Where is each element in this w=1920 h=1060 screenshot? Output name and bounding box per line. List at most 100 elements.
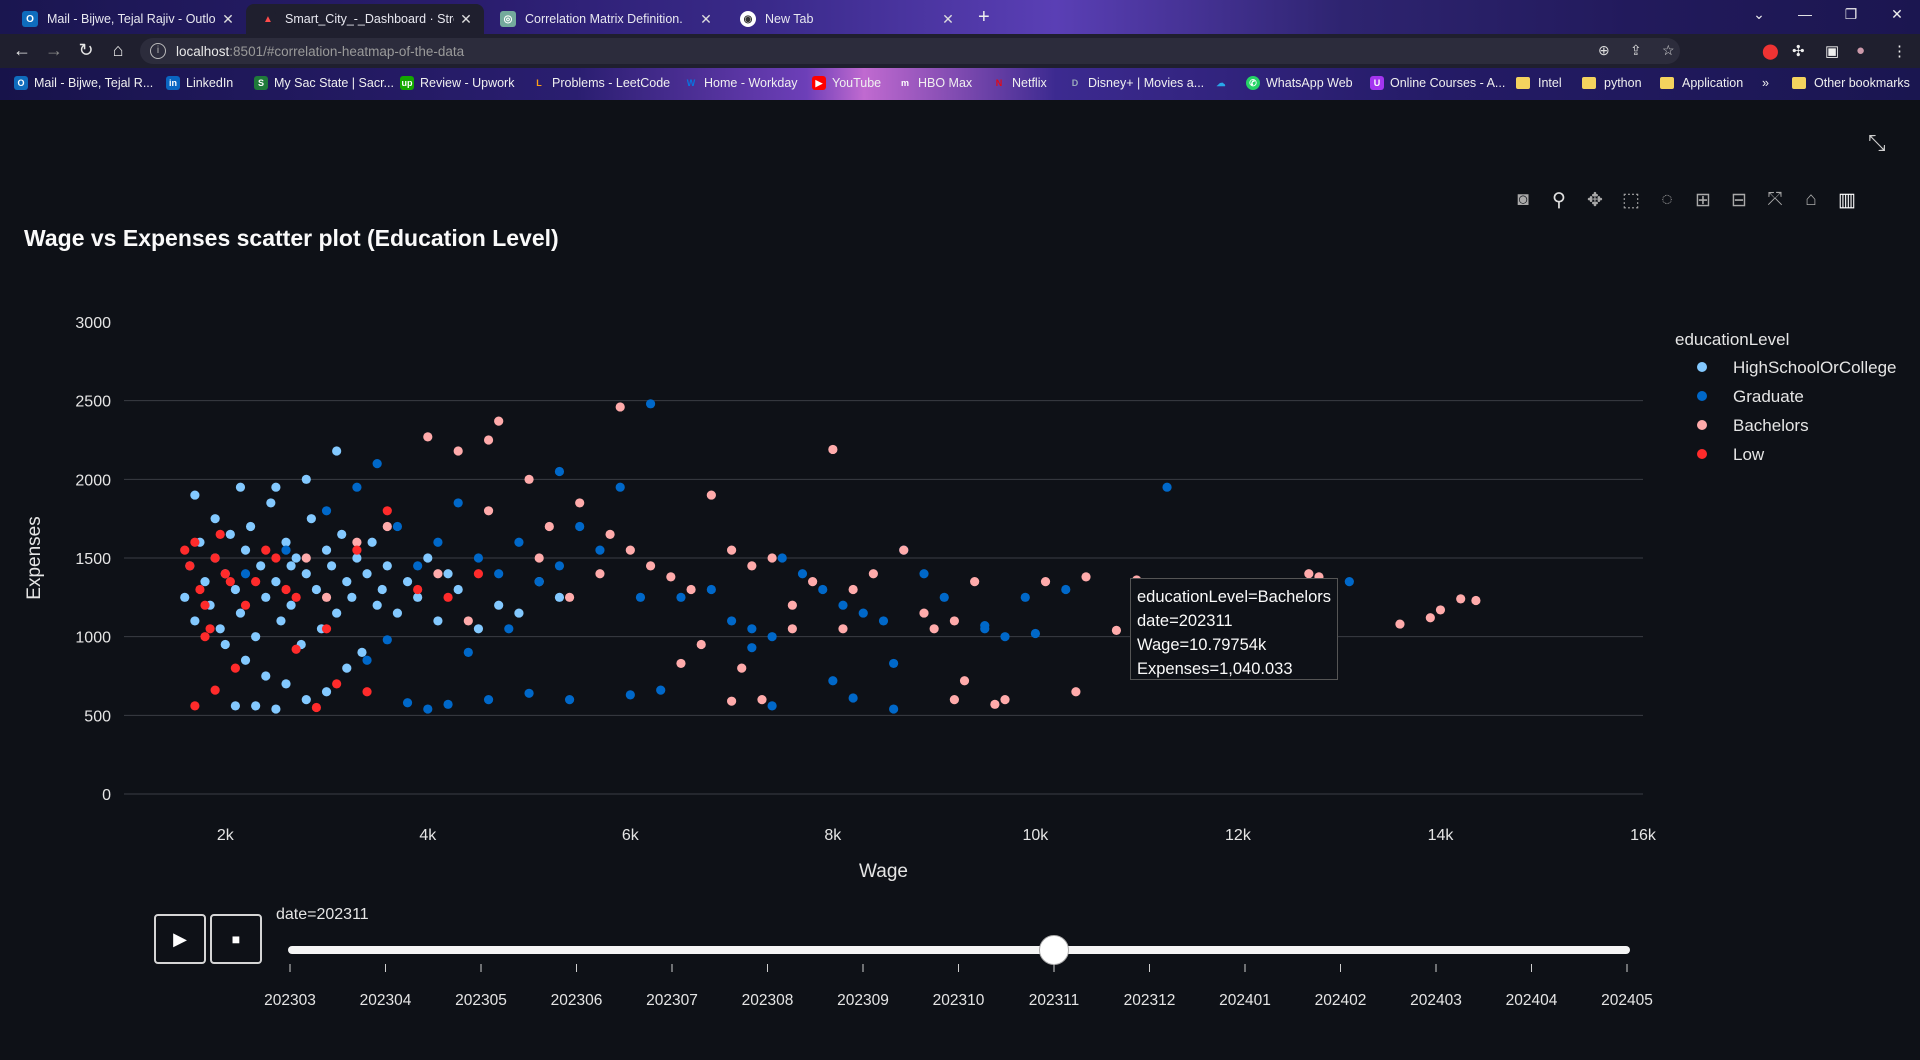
scatter-point	[271, 482, 281, 492]
bookmark-sac-state[interactable]: S My Sac State | Sacr...	[254, 76, 394, 90]
close-icon[interactable]: ✕	[222, 10, 234, 27]
bookmark-folder-application[interactable]: Application	[1660, 76, 1743, 90]
scatter-point	[1000, 632, 1010, 642]
bookmark-workday[interactable]: W Home - Workday	[684, 76, 798, 90]
bookmark-onedrive[interactable]: ☁	[1214, 76, 1234, 90]
url-text[interactable]: localhost:8501/#correlation-heatmap-of-t…	[176, 44, 464, 59]
slider-step-label[interactable]: 202403	[1410, 992, 1462, 1009]
minimize-button[interactable]: —	[1798, 6, 1812, 22]
legend-marker	[1697, 420, 1707, 430]
slider-step-label[interactable]: 202309	[837, 992, 889, 1009]
scatter-point	[615, 482, 625, 492]
scatter-point	[433, 569, 443, 579]
scatter-point	[352, 553, 362, 563]
slider-rail[interactable]	[288, 946, 1630, 954]
autoscale-icon[interactable]: ⤧	[1767, 189, 1783, 210]
play-button[interactable]: ▶	[154, 914, 206, 964]
side-panel-icon[interactable]: ▣	[1825, 43, 1840, 60]
bookmark-folder-intel[interactable]: Intel	[1516, 76, 1562, 90]
slider-step-label[interactable]: 202404	[1506, 992, 1558, 1009]
slider-step-label[interactable]: 202405	[1601, 992, 1653, 1009]
plotly-logo-icon[interactable]: ▥	[1838, 189, 1856, 211]
close-icon[interactable]: ✕	[700, 10, 712, 27]
scatter-point	[382, 506, 392, 516]
zoom-out-icon[interactable]: ⊟	[1731, 189, 1747, 211]
slider-step-label[interactable]: 202402	[1315, 992, 1367, 1009]
workday-icon: W	[686, 78, 696, 88]
tab-new-tab[interactable]: ◉ New Tab ✕	[726, 4, 966, 34]
site-info-icon[interactable]: i	[150, 43, 166, 59]
forward-icon[interactable]: →	[45, 40, 63, 60]
slider-step-label[interactable]: 202307	[646, 992, 698, 1009]
back-icon[interactable]: ←	[13, 40, 31, 60]
slider-step-label[interactable]: 202306	[551, 992, 603, 1009]
scatter-point	[337, 529, 347, 539]
slider-step-label[interactable]: 202303	[264, 992, 316, 1009]
scatter-point	[838, 600, 848, 610]
scatter-point	[1030, 628, 1040, 639]
more-bookmarks-button[interactable]: »	[1762, 76, 1769, 90]
scatter-point	[706, 584, 716, 595]
bookmark-star-icon[interactable]: ☆	[1662, 42, 1675, 58]
bookmark-hbo-max[interactable]: m HBO Max	[898, 76, 972, 90]
box-select-icon[interactable]: ⬚	[1622, 189, 1640, 211]
lasso-select-icon[interactable]: ◌	[1661, 189, 1673, 210]
bookmark-netflix[interactable]: N Netflix	[992, 76, 1047, 90]
bookmark-youtube[interactable]: ▶ YouTube	[812, 76, 881, 90]
zoom-icon[interactable]: ⚲	[1552, 189, 1566, 211]
tab-chatgpt[interactable]: ◎ Correlation Matrix Definition. ✕	[486, 4, 724, 34]
chatgpt-icon: ◎	[500, 11, 516, 27]
scatter-point	[261, 671, 271, 681]
leetcode-icon: L	[536, 78, 542, 88]
extension-shield-icon[interactable]: ⬤	[1762, 43, 1779, 60]
scatter-point	[220, 639, 230, 650]
tab-outlook[interactable]: O Mail - Bijwe, Tejal Rajiv - Outlook ✕	[8, 4, 246, 34]
scatter-point	[575, 521, 585, 532]
address-bar[interactable]: i localhost:8501/#correlation-heatmap-of…	[140, 38, 1680, 64]
bookmark-upwork[interactable]: up Review - Upwork	[400, 76, 514, 90]
restore-button[interactable]: ❐	[1844, 6, 1858, 22]
scatter-chart[interactable]: 0 500 1000 1500 2000 2500 3000 2k 4k 6k 8k 10k 12k 14…	[0, 100, 1920, 1040]
zoom-in-icon[interactable]: ⊞	[1695, 189, 1711, 211]
tab-search-icon[interactable]: ⌄	[1753, 6, 1765, 22]
bookmark-linkedin[interactable]: in LinkedIn	[166, 76, 233, 90]
close-icon[interactable]: ✕	[942, 10, 954, 27]
bookmark-folder-other[interactable]: Other bookmarks	[1792, 76, 1910, 90]
reset-axes-icon[interactable]: ⌂	[1805, 189, 1817, 210]
slider-step-label[interactable]: 202311	[1029, 992, 1080, 1009]
bookmark-courses[interactable]: U Online Courses - A...	[1370, 76, 1505, 90]
scatter-point	[635, 592, 646, 602]
slider-step-label[interactable]: 202310	[933, 992, 985, 1009]
close-icon[interactable]: ✕	[460, 10, 472, 27]
scatter-point	[1425, 613, 1435, 623]
menu-icon[interactable]: ⋮	[1892, 43, 1907, 60]
close-window-button[interactable]: ✕	[1891, 6, 1903, 22]
home-icon[interactable]: ⌂	[112, 40, 124, 60]
tab-streamlit[interactable]: ▲ Smart_City_-_Dashboard · Stream ✕	[246, 4, 484, 34]
slider-step-label[interactable]: 202312	[1124, 992, 1176, 1009]
exit-fullscreen-icon[interactable]: ⤡	[1868, 130, 1886, 155]
scatter-point	[463, 616, 473, 626]
pan-icon[interactable]: ✥	[1587, 189, 1603, 211]
extensions-puzzle-icon[interactable]: ✣	[1792, 43, 1805, 60]
profile-avatar[interactable]: ●	[1856, 42, 1866, 59]
new-tab-button[interactable]: +	[978, 6, 990, 28]
zoom-icon[interactable]: ⊕	[1598, 42, 1610, 58]
bookmark-leetcode[interactable]: L Problems - LeetCode	[532, 76, 670, 90]
bookmark-outlook[interactable]: O Mail - Bijwe, Tejal R...	[14, 76, 153, 90]
slider-step-label[interactable]: 202304	[360, 992, 412, 1009]
scatter-point	[473, 553, 484, 563]
slider-step-label[interactable]: 202401	[1219, 992, 1271, 1009]
scatter-point	[210, 553, 220, 563]
slider-step-label[interactable]: 202308	[742, 992, 794, 1009]
bookmark-folder-python[interactable]: python	[1582, 76, 1642, 90]
slider-step-label[interactable]: 202305	[455, 992, 507, 1009]
slider-handle[interactable]	[1039, 935, 1069, 965]
scatter-point	[245, 521, 256, 532]
share-icon[interactable]: ⇪	[1630, 42, 1642, 58]
reload-icon[interactable]: ↻	[78, 40, 94, 60]
stop-button[interactable]: ■	[210, 914, 262, 964]
bookmark-disney[interactable]: D Disney+ | Movies a...	[1068, 76, 1204, 90]
bookmark-whatsapp[interactable]: ✆ WhatsApp Web	[1246, 76, 1353, 90]
camera-icon[interactable]: ◙	[1517, 189, 1529, 210]
